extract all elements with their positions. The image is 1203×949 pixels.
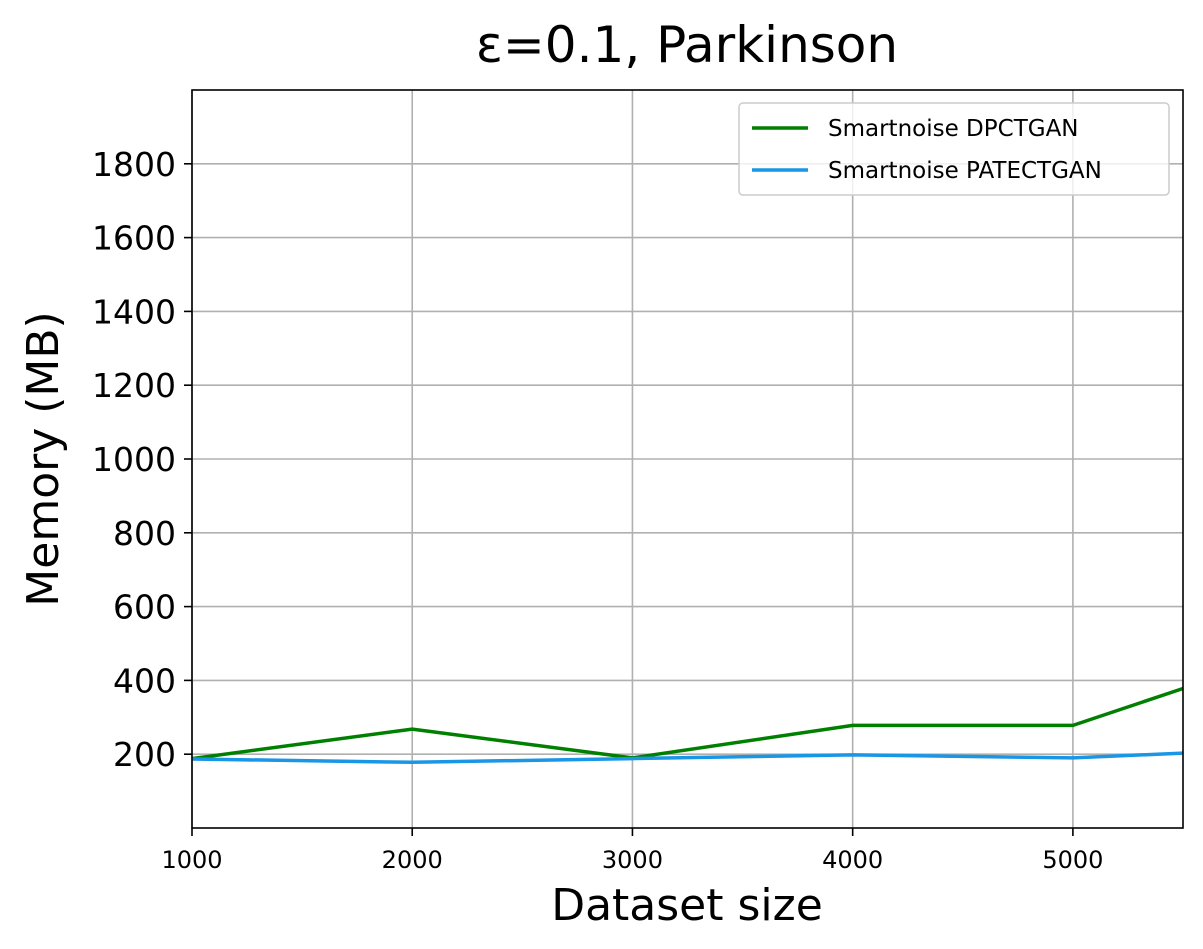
legend-label-dpctgan: Smartnoise DPCTGAN <box>828 116 1079 142</box>
series-layer <box>191 686 1184 765</box>
x-tick-label: 5000 <box>1042 846 1103 874</box>
y-tick-label: 800 <box>113 514 176 553</box>
y-tick-label: 1600 <box>92 219 176 258</box>
series-line-1 <box>191 751 1184 765</box>
y-tick-label: 200 <box>113 735 176 774</box>
y-tick-label: 1000 <box>92 440 176 479</box>
grid <box>191 90 1183 828</box>
y-tick-label: 400 <box>113 661 176 700</box>
legend-box <box>738 102 1170 196</box>
y-axis-ticks: 200 400 600 800 1000 1200 1400 1600 1800 <box>92 145 192 774</box>
x-tick-label: 1000 <box>161 846 222 874</box>
x-tick-label: 4000 <box>822 846 883 874</box>
x-axis-label: Dataset size <box>551 880 823 931</box>
legend: Smartnoise DPCTGAN Smartnoise PATECTGAN <box>738 102 1170 196</box>
y-tick-label: 1400 <box>92 292 176 331</box>
y-tick-label: 1800 <box>92 145 176 184</box>
legend-label-patectgan: Smartnoise PATECTGAN <box>828 158 1102 184</box>
series-line-0 <box>191 686 1184 761</box>
y-tick-label: 600 <box>113 588 176 627</box>
y-axis-label: Memory (MB) <box>18 311 69 606</box>
x-axis-ticks: 1000 2000 3000 4000 5000 <box>161 828 1103 874</box>
x-tick-label: 2000 <box>382 846 443 874</box>
y-tick-label: 1200 <box>92 366 176 405</box>
x-tick-label: 3000 <box>602 846 663 874</box>
chart-title: ε=0.1, Parkinson <box>476 16 898 74</box>
